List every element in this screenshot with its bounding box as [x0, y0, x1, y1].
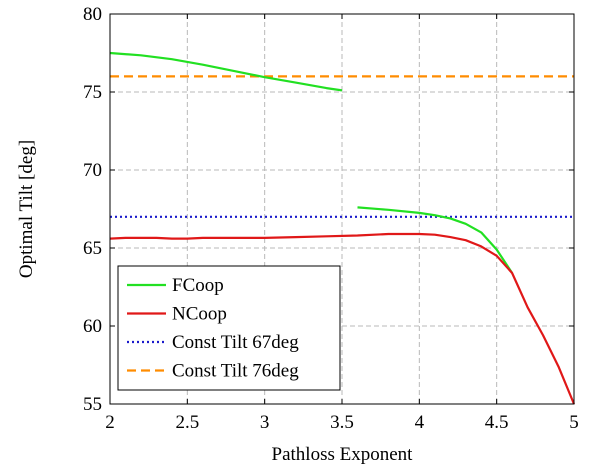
- x-axis-title: Pathloss Exponent: [272, 444, 414, 465]
- x-tick-label: 2: [105, 412, 115, 433]
- x-tick-label: 4.5: [485, 412, 509, 433]
- y-tick-label: 75: [83, 82, 102, 103]
- series-line: [109, 51, 343, 92]
- legend-label: Const Tilt 67deg: [172, 332, 299, 353]
- legend-label: NCoop: [172, 304, 227, 325]
- y-tick-label: 60: [83, 316, 102, 337]
- y-tick-label: 80: [83, 4, 102, 25]
- y-tick-label: 65: [83, 238, 102, 259]
- legend: FCoop NCoop Const Tilt 67deg Const Tilt 76d…: [117, 265, 341, 391]
- series-lines: [109, 51, 576, 405]
- legend-label: FCoop: [172, 275, 224, 296]
- y-axis-title: Optimal Tilt [deg]: [16, 140, 37, 278]
- x-tick-label: 4: [415, 412, 425, 433]
- legend-label: Const Tilt 76deg: [172, 361, 299, 382]
- x-tick-label: 5: [569, 412, 579, 433]
- y-tick-label: 55: [83, 394, 102, 415]
- x-tick-label: 3.5: [330, 412, 354, 433]
- y-tick-label: 70: [83, 160, 102, 181]
- x-tick-label: 2.5: [175, 412, 199, 433]
- legend-box: [117, 265, 341, 391]
- x-tick-label: 3: [260, 412, 270, 433]
- series-line: [109, 232, 576, 405]
- series-line: [357, 206, 514, 274]
